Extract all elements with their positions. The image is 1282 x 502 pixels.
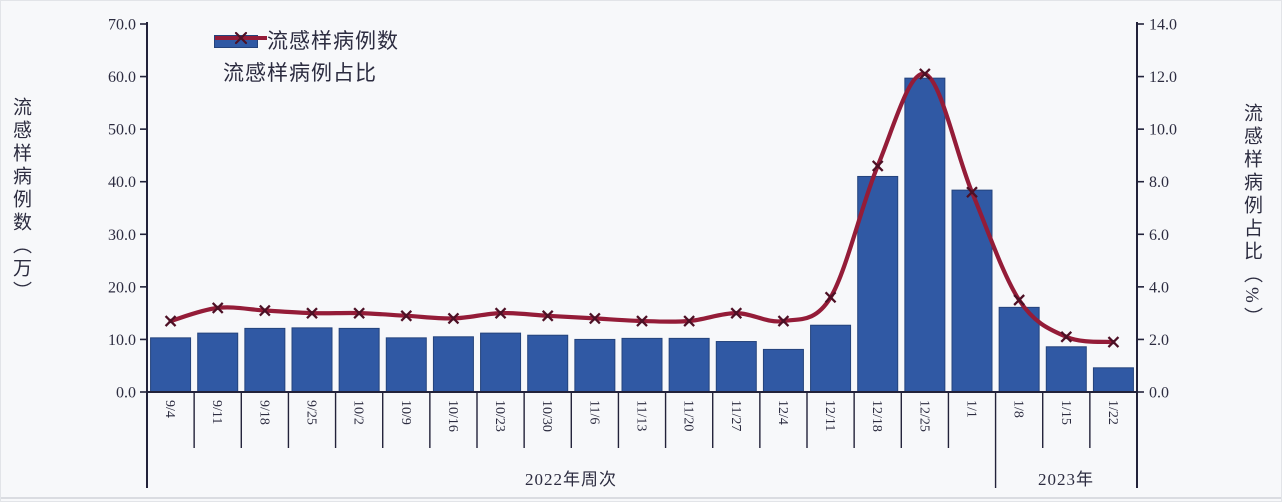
ratio-marker-11/27 — [730, 307, 743, 319]
right-tick-label: 14.0 — [1149, 17, 1177, 34]
left-tick-label: 70.0 — [108, 17, 136, 34]
right-tick-label: 0.0 — [1149, 385, 1169, 402]
left-tick-label: 0.0 — [116, 385, 136, 402]
ratio-marker-12/18 — [871, 160, 884, 172]
left-tick-label: 10.0 — [108, 332, 136, 349]
left-tick-label: 40.0 — [108, 174, 136, 191]
bar-11/13 — [621, 337, 663, 393]
ratio-marker-1/22 — [1107, 336, 1120, 348]
left-tick-label: 30.0 — [108, 227, 136, 244]
x-tick-label-12/25: 12/25 — [916, 400, 931, 432]
bar-12/4 — [762, 348, 804, 393]
ratio-marker-9/4 — [164, 315, 177, 327]
x-tick-label-1/15: 1/15 — [1058, 400, 1073, 425]
x-tick-label-10/2: 10/2 — [351, 400, 366, 425]
bar-1/8 — [998, 306, 1040, 393]
x-group-label-2022: 2022年周次 — [525, 470, 617, 489]
ratio-marker-9/11 — [211, 302, 224, 314]
bar-10/30 — [527, 334, 569, 393]
ratio-line — [168, 71, 1116, 345]
bar-11/27 — [715, 341, 757, 393]
x-tick-label-9/11: 9/11 — [209, 400, 224, 424]
x-tick-label-9/18: 9/18 — [256, 400, 271, 425]
x-tick-label-11/20: 11/20 — [681, 400, 696, 431]
bar-9/11 — [197, 332, 239, 393]
left-axis-title: 流感样病例数（万） — [10, 97, 31, 304]
x-tick-label-10/23: 10/23 — [492, 400, 507, 432]
ratio-marker-12/11 — [824, 291, 837, 304]
right-tick-label: 2.0 — [1149, 332, 1169, 349]
bar-11/6 — [574, 338, 616, 393]
ratio-marker-10/30 — [541, 309, 554, 322]
bar-1/15 — [1045, 346, 1087, 393]
x-tick-label-1/22: 1/22 — [1105, 400, 1120, 425]
ratio-marker-10/9 — [400, 309, 413, 322]
ratio-marker-1/1 — [966, 186, 978, 199]
bar-10/9 — [385, 337, 427, 393]
right-tick-label: 6.0 — [1149, 227, 1169, 244]
x-tick-label-12/4: 12/4 — [775, 400, 790, 425]
left-tick-label: 60.0 — [108, 69, 136, 86]
x-tick-label-10/30: 10/30 — [539, 400, 554, 432]
right-tick-label: 4.0 — [1149, 279, 1169, 296]
ratio-marker-9/25 — [306, 307, 318, 319]
x-tick-label-11/27: 11/27 — [728, 400, 743, 431]
ratio-marker-12/25 — [919, 68, 931, 80]
ratio-marker-11/20 — [683, 315, 695, 327]
ratio-marker-12/4 — [777, 315, 790, 327]
x-tick-label-10/9: 10/9 — [398, 400, 413, 425]
ratio-marker-11/6 — [589, 312, 601, 325]
x-tick-label-11/13: 11/13 — [634, 400, 649, 431]
x-tick-label-1/8: 1/8 — [1011, 400, 1026, 418]
bar-10/23 — [480, 332, 522, 393]
bar-9/18 — [244, 327, 286, 393]
right-tick-label: 8.0 — [1149, 174, 1169, 191]
left-tick-label: 50.0 — [108, 122, 136, 139]
bar-1/1 — [951, 189, 993, 393]
x-tick-label-1/1: 1/1 — [964, 400, 979, 418]
ratio-marker-10/23 — [494, 307, 507, 319]
bar-10/16 — [432, 336, 474, 393]
ratio-marker-1/8 — [1013, 294, 1025, 306]
right-axis-title: 流感样病例占比（%） — [1241, 103, 1262, 330]
ratio-marker-10/2 — [353, 307, 365, 319]
bar-9/25 — [291, 327, 333, 393]
legend-item-ratio: 流感样病例占比 — [214, 31, 399, 86]
legend-bar-label: 流感样病例数 — [267, 29, 399, 53]
bar-12/25 — [904, 77, 946, 393]
legend: 流感样病例数 流感样病例占比 — [214, 29, 399, 86]
ratio-marker-9/18 — [259, 304, 271, 317]
x-tick-label-9/25: 9/25 — [304, 400, 319, 425]
x-tick-label-9/4: 9/4 — [162, 400, 177, 418]
x-tick-label-11/6: 11/6 — [586, 400, 601, 424]
ratio-marker-10/16 — [447, 312, 460, 325]
x-tick-label-12/11: 12/11 — [822, 400, 837, 431]
ratio-marker-11/13 — [636, 315, 648, 327]
right-tick-label: 12.0 — [1149, 69, 1177, 86]
bar-12/18 — [857, 175, 899, 393]
ratio-marker-1/15 — [1060, 330, 1073, 343]
image-bottom-edge — [1, 497, 1281, 499]
legend-line-label: 流感样病例占比 — [223, 61, 377, 86]
bar-11/20 — [668, 337, 710, 393]
bar-1/22 — [1092, 367, 1134, 393]
x-tick-label-12/18: 12/18 — [869, 400, 884, 432]
right-tick-label: 10.0 — [1149, 122, 1177, 139]
bar-10/2 — [338, 327, 380, 393]
bar-12/11 — [810, 324, 852, 393]
bar-9/4 — [150, 337, 192, 393]
x-group-label-2023: 2023年 — [1038, 470, 1094, 489]
x-tick-label-10/16: 10/16 — [445, 400, 460, 432]
left-tick-label: 20.0 — [108, 279, 136, 296]
